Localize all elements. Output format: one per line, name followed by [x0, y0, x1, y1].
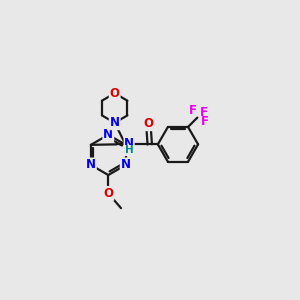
- Text: N: N: [121, 158, 131, 172]
- Text: N: N: [124, 137, 134, 150]
- Text: F: F: [200, 106, 208, 119]
- Text: F: F: [201, 115, 209, 128]
- Text: O: O: [103, 187, 113, 200]
- Text: F: F: [189, 104, 197, 117]
- Text: N: N: [86, 158, 96, 172]
- Text: H: H: [125, 146, 134, 155]
- Text: N: N: [110, 116, 120, 129]
- Text: O: O: [110, 87, 120, 100]
- Text: O: O: [143, 117, 154, 130]
- Text: N: N: [103, 128, 113, 141]
